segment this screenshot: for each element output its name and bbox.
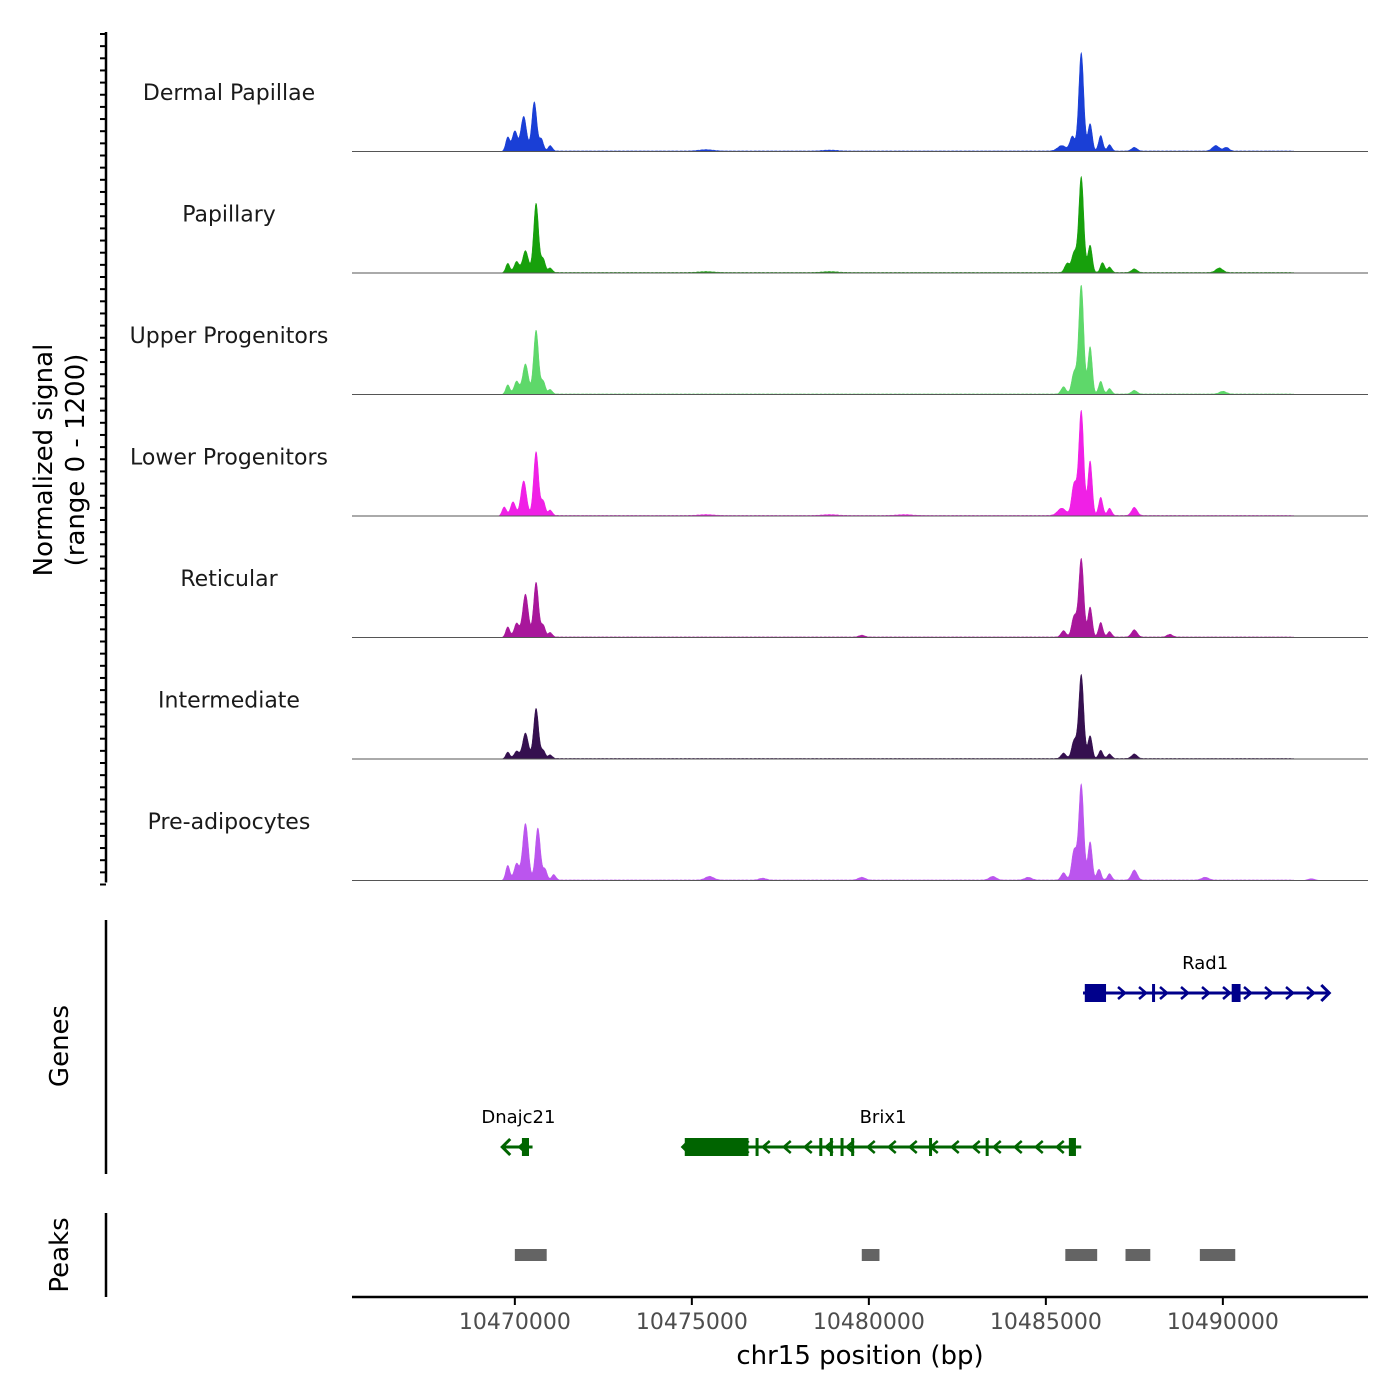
gene-strand-arrow [970, 1140, 981, 1154]
gene-exon [684, 1138, 749, 1156]
gene-strand-arrow [1159, 986, 1169, 1000]
x-tick-label: 10470000 [459, 1310, 571, 1335]
coverage-signal-area [352, 52, 1368, 152]
gene-exon [929, 1138, 933, 1156]
gene-exon [1084, 984, 1107, 1002]
peak-region [1199, 1249, 1236, 1261]
gene-exon [840, 1138, 844, 1156]
gene-strand-arrow [991, 1140, 1002, 1154]
track-label: Pre-adipocytes [148, 810, 311, 835]
track-label: Lower Progenitors [130, 446, 328, 471]
peak-region [514, 1249, 547, 1261]
gene-strand-arrow [802, 1140, 813, 1154]
gene-strand-arrow [1180, 986, 1190, 1000]
track-label: Dermal Papillae [143, 81, 315, 106]
gene-strand-arrow [907, 1140, 918, 1154]
x-tick-label: 10490000 [1167, 1310, 1279, 1335]
genes-axis-title: Genes [45, 1005, 75, 1087]
gene-strand-arrow [1054, 1140, 1065, 1154]
gene-strand-arrow [886, 1140, 897, 1154]
gene-exon [829, 1138, 833, 1156]
gene-exon [851, 1138, 855, 1156]
peak-region [861, 1249, 880, 1261]
gene-strand-arrow [1306, 986, 1316, 1000]
gene-exon [755, 1138, 759, 1156]
peaks-axis-title: Peaks [45, 1217, 75, 1292]
coverage-signal-area [352, 284, 1368, 395]
track-label: Upper Progenitors [130, 324, 329, 349]
y-axis-title: Normalized signal [29, 344, 59, 577]
gene-exon [521, 1138, 530, 1156]
gene-strand-arrow [760, 1140, 771, 1154]
track-label: Papillary [182, 203, 276, 228]
x-tick-label: 10485000 [990, 1310, 1102, 1335]
gene-strand-arrow [1033, 1140, 1044, 1154]
genes-panel: Rad1 Dnajc21 Brix1 [104, 920, 1332, 1174]
gene-exon [985, 1138, 989, 1156]
coverage-signal-area [352, 557, 1368, 638]
gene-exon [1152, 984, 1156, 1002]
gene-strand-arrow [1117, 986, 1127, 1000]
coverage-tracks: Dermal Papillae Papillary Upper Progenitor… [100, 32, 1368, 886]
peak-region [1065, 1249, 1098, 1261]
x-tick-label: 10480000 [813, 1310, 925, 1335]
coverage-signal-area [352, 783, 1368, 881]
gene-exon [1231, 984, 1241, 1002]
gene-label: Dnajc21 [481, 1107, 555, 1128]
peak-region [1125, 1249, 1151, 1261]
gene-end-cap [500, 1137, 512, 1157]
gene-strand-arrow [1285, 986, 1295, 1000]
gene-strand-arrow [1222, 986, 1232, 1000]
gene-strand-arrow [1243, 986, 1253, 1000]
x-axis-title: chr15 position (bp) [736, 1341, 983, 1371]
track-label: Intermediate [158, 689, 300, 714]
coverage-signal-area [352, 176, 1368, 274]
gene-end-cap [1320, 983, 1332, 1003]
x-axis: 10470000 10475000 10480000 10485000 10490000 [352, 1295, 1368, 1335]
coverage-signal-area [352, 409, 1368, 517]
track-label: Reticular [180, 567, 278, 592]
coverage-signal-area [352, 673, 1368, 760]
x-tick-label: 10475000 [636, 1310, 748, 1335]
gene-strand-arrow [949, 1140, 960, 1154]
gene-exon [819, 1138, 823, 1156]
gene-label: Brix1 [860, 1107, 907, 1128]
gene-strand-arrow [1138, 986, 1148, 1000]
gene-strand-arrow [865, 1140, 876, 1154]
y-axis-subtitle: (range 0 - 1200) [61, 354, 91, 567]
gene-strand-arrow [1264, 986, 1274, 1000]
gene-exon [1068, 1138, 1076, 1156]
peaks-panel [104, 1213, 1236, 1297]
gene-label: Rad1 [1182, 953, 1228, 974]
gene-strand-arrow [1201, 986, 1211, 1000]
gene-strand-arrow [781, 1140, 792, 1154]
gene-strand-arrow [1012, 1140, 1023, 1154]
